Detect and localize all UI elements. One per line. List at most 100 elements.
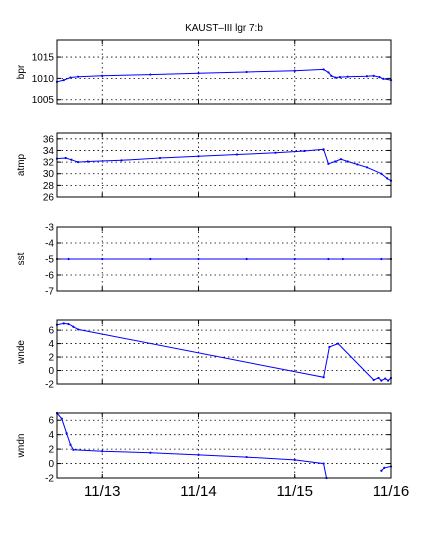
data-point	[245, 70, 248, 74]
data-point	[101, 74, 104, 77]
y-tick-label: 1015	[32, 53, 55, 64]
data-point	[86, 160, 89, 163]
y-tick-label: 32	[43, 158, 55, 169]
data-point	[69, 443, 72, 446]
data-point	[380, 172, 383, 175]
data-point	[382, 77, 385, 80]
data-point	[120, 159, 123, 162]
chart-title: KAUST–III lgr 7:b	[185, 23, 263, 34]
y-axis-label-wnde: wnde	[16, 340, 27, 365]
data-point	[77, 75, 80, 78]
data-point	[158, 156, 162, 160]
data-point	[356, 163, 359, 166]
data-point	[384, 377, 387, 380]
data-point	[336, 342, 340, 345]
data-point	[372, 378, 375, 382]
y-tick-label: -3	[45, 223, 54, 234]
data-point	[197, 453, 200, 456]
data-point	[235, 153, 239, 156]
data-point	[328, 345, 331, 349]
y-tick-label: -5	[45, 255, 54, 266]
data-point	[197, 72, 200, 75]
y-tick-label: 6	[48, 416, 54, 427]
data-point	[245, 455, 248, 459]
data-point	[149, 451, 152, 454]
y-tick-label: 26	[43, 193, 55, 204]
x-tick-label: 11/14	[180, 483, 216, 500]
data-point	[330, 74, 333, 77]
data-point	[67, 322, 70, 326]
axes-box	[56, 132, 392, 198]
data-point	[380, 257, 383, 261]
data-point	[60, 417, 63, 420]
data-point	[377, 376, 380, 380]
data-point	[70, 158, 73, 161]
data-point	[338, 76, 342, 79]
data-point	[197, 155, 200, 158]
series-line-wndn	[56, 412, 327, 479]
y-tick-label: 0	[48, 459, 54, 470]
data-point	[387, 379, 390, 382]
data-point	[380, 379, 383, 382]
y-tick-label: 2	[48, 445, 54, 456]
data-point	[322, 462, 325, 465]
data-point	[149, 257, 152, 261]
axes-box	[56, 319, 392, 385]
data-point	[378, 76, 381, 79]
y-tick-label: 6	[48, 326, 54, 337]
y-tick-label: 28	[43, 181, 55, 192]
data-point	[62, 79, 65, 82]
data-point	[77, 328, 80, 331]
y-axis-label-atmp: atmp	[16, 153, 27, 176]
data-point	[101, 257, 104, 261]
data-point	[327, 71, 330, 74]
data-point	[197, 257, 200, 261]
data-point	[67, 257, 70, 261]
data-point	[341, 257, 344, 261]
y-tick-label: -6	[45, 271, 54, 282]
series-line-wnde	[56, 322, 392, 382]
panel-wnde: -2 0 2 4 6 wnde	[16, 319, 393, 391]
series-line-wndn	[381, 465, 392, 472]
series-line-atmp	[56, 148, 392, 182]
data-point	[322, 148, 325, 151]
y-tick-label: 0	[48, 366, 54, 377]
y-tick-label: 4	[48, 339, 54, 350]
x-tick-label: 11/15	[277, 483, 313, 500]
panels: 100510101015bpr262830323436atmp-7-6-5-4-…	[16, 39, 409, 500]
x-tick-label: 11/16	[373, 483, 409, 500]
series-line-bpr	[56, 68, 392, 83]
data-point	[334, 160, 337, 163]
data-point	[383, 466, 386, 469]
data-point	[72, 448, 75, 451]
y-tick-label: 4	[48, 430, 54, 441]
data-point	[245, 257, 248, 261]
data-point	[274, 151, 277, 154]
x-tick-label: 11/13	[84, 483, 120, 500]
y-axis-label-sst: sst	[16, 252, 27, 265]
data-point	[365, 75, 369, 78]
data-point	[322, 68, 325, 71]
y-tick-label: -2	[45, 474, 54, 485]
y-tick-label: 34	[43, 146, 55, 157]
data-point	[327, 162, 330, 165]
panel-sst: -7 -6 -5 -4 -3 sst	[16, 223, 393, 298]
data-point	[65, 432, 68, 435]
y-axis-label-wndn: wndn	[16, 434, 27, 459]
data-point	[327, 257, 330, 261]
y-tick-label: 36	[43, 134, 55, 145]
data-point	[77, 160, 80, 164]
data-point	[62, 322, 65, 325]
data-point	[346, 160, 349, 163]
data-point	[64, 156, 67, 160]
data-point	[72, 325, 75, 328]
data-point	[346, 75, 349, 78]
data-point	[303, 149, 306, 153]
data-point	[322, 376, 325, 379]
axes-box	[56, 412, 392, 479]
data-point	[69, 76, 72, 79]
y-tick-label: -7	[45, 287, 54, 298]
y-tick-label: -2	[45, 380, 54, 391]
